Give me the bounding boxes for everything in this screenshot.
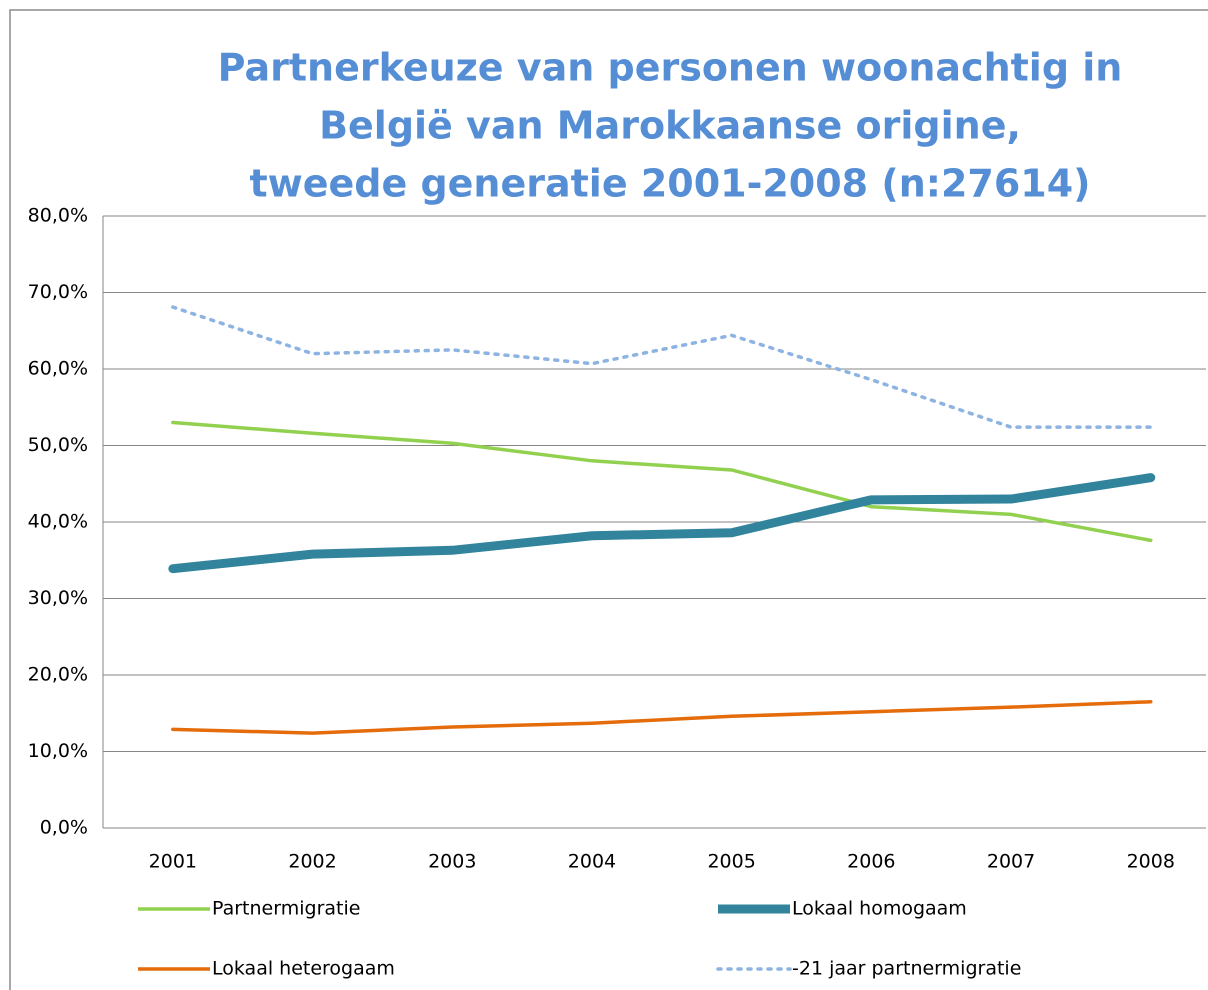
y-tick-label: 20,0% bbox=[28, 664, 88, 686]
y-tick-label: 60,0% bbox=[28, 358, 88, 380]
x-tick-label: 2006 bbox=[847, 851, 895, 873]
y-tick-label: 40,0% bbox=[28, 511, 88, 533]
y-tick-label: 70,0% bbox=[28, 281, 88, 303]
x-tick-label: 2005 bbox=[707, 851, 755, 873]
legend-label: -21 jaar partnermigratie bbox=[792, 958, 1021, 980]
x-tick-label: 2002 bbox=[288, 851, 336, 873]
y-tick-label: 80,0% bbox=[28, 205, 88, 227]
x-tick-label: 2007 bbox=[987, 851, 1035, 873]
y-tick-label: 30,0% bbox=[28, 587, 88, 609]
series-line bbox=[171, 700, 1153, 735]
legend-label: Lokaal heterogaam bbox=[212, 958, 395, 980]
x-tick-label: 2008 bbox=[1127, 851, 1175, 873]
x-tick-label: 2001 bbox=[149, 851, 197, 873]
y-tick-label: 50,0% bbox=[28, 434, 88, 456]
legend-label: Lokaal homogaam bbox=[792, 898, 967, 920]
legend-label: Partnermigratie bbox=[212, 898, 360, 920]
y-tick-label: 0,0% bbox=[40, 817, 88, 839]
chart-title: tweede generatie 2001-2008 (n:27614) bbox=[249, 162, 1090, 206]
chart-title: België van Marokkaanse origine, bbox=[319, 104, 1021, 148]
x-tick-label: 2003 bbox=[428, 851, 476, 873]
chart-title: Partnerkeuze van personen woonachtig in bbox=[218, 46, 1123, 90]
series-line bbox=[171, 420, 1153, 543]
y-tick-label: 10,0% bbox=[28, 740, 88, 762]
series-line bbox=[168, 473, 1156, 574]
x-tick-label: 2004 bbox=[568, 851, 616, 873]
series-line bbox=[171, 305, 1153, 429]
